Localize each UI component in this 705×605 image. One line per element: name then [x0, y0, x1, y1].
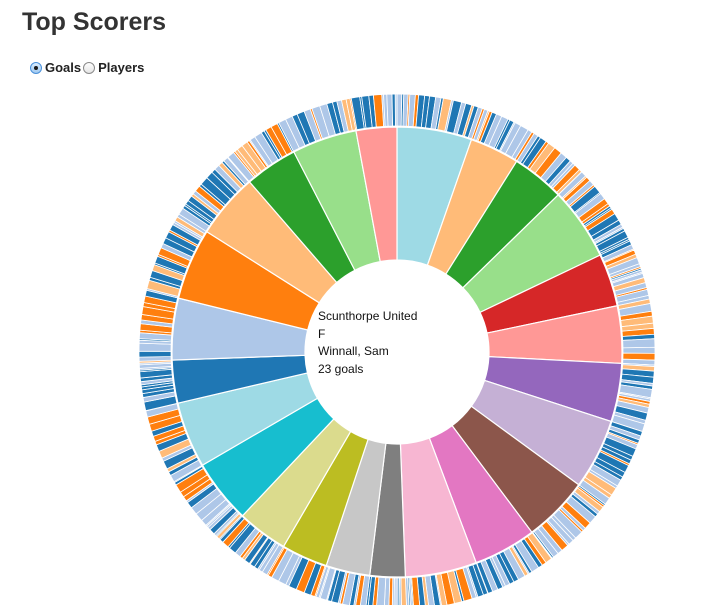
- metric-radio-group: Goals Players: [30, 60, 146, 75]
- player-segment[interactable]: [400, 577, 407, 605]
- center-goals: 23 goals: [318, 361, 364, 376]
- player-segment[interactable]: [622, 338, 656, 349]
- players-radio-button[interactable]: [83, 61, 96, 74]
- center-position: F: [318, 326, 326, 341]
- center-player-name: Winnall, Sam: [318, 344, 389, 358]
- center-label: Scunthorpe United F Winnall, Sam 23 goal…: [318, 308, 417, 378]
- players-radio-option[interactable]: Players: [83, 60, 144, 75]
- player-ring: [138, 93, 656, 605]
- player-segment[interactable]: [138, 350, 172, 358]
- center-team-name: Scunthorpe United: [318, 309, 418, 323]
- goals-radio-button[interactable]: [30, 61, 42, 74]
- center-hole: [305, 260, 489, 444]
- goals-radio-label: Goals: [45, 60, 82, 75]
- page-title: Top Scorers: [22, 8, 167, 36]
- player-segment[interactable]: [394, 93, 398, 127]
- goals-radio-option[interactable]: Goals: [30, 60, 81, 75]
- players-radio-label: Players: [98, 60, 145, 75]
- player-segment[interactable]: [622, 346, 656, 354]
- team-ring: [171, 126, 623, 578]
